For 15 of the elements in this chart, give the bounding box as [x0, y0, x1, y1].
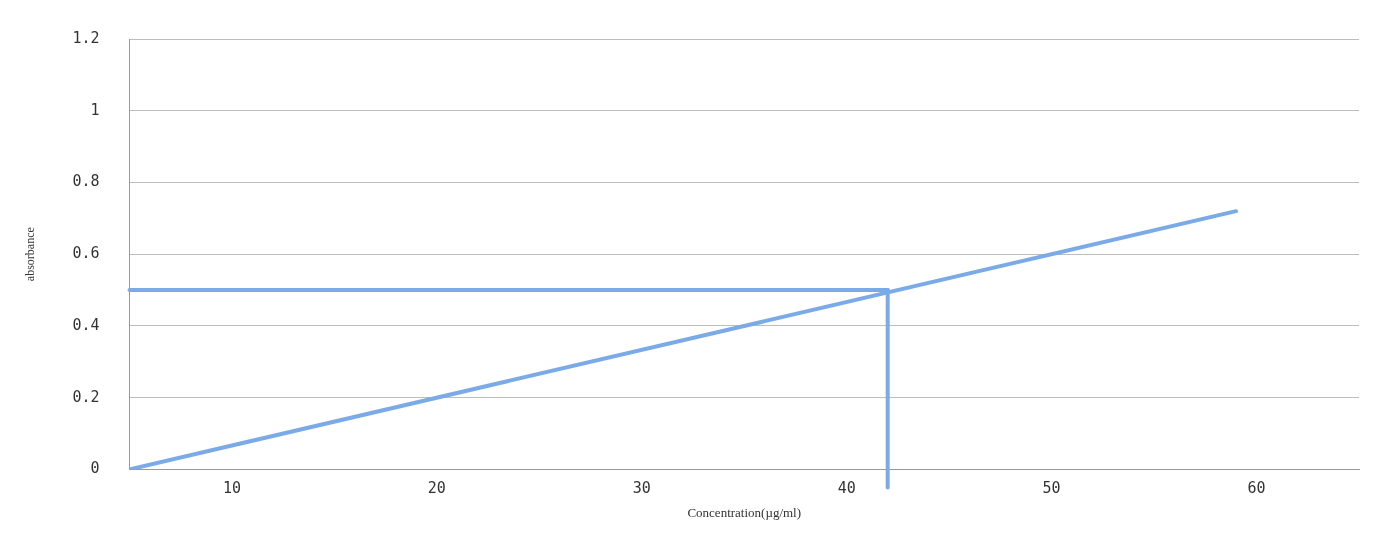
x-tick-label: 20 — [427, 479, 446, 498]
y-tick-label: 0 — [90, 459, 100, 478]
y-axis-title: absorbance — [23, 227, 38, 282]
y-tick-label: 0.4 — [72, 315, 100, 334]
x-tick-label: 30 — [632, 479, 651, 498]
x-tick-label: 40 — [837, 479, 856, 498]
x-tick-label: 10 — [222, 479, 241, 498]
x-tick-label: 50 — [1042, 479, 1061, 498]
y-tick-label: 1.2 — [72, 28, 100, 47]
y-tick-label: 0.6 — [72, 244, 100, 263]
x-tick-label: 60 — [1247, 479, 1266, 498]
x-axis-title: Concentration(µg/ml) — [687, 504, 802, 520]
y-tick-label: 0.8 — [72, 172, 100, 191]
y-tick-label: 0.2 — [72, 387, 100, 406]
y-tick-label: 1 — [90, 100, 100, 119]
